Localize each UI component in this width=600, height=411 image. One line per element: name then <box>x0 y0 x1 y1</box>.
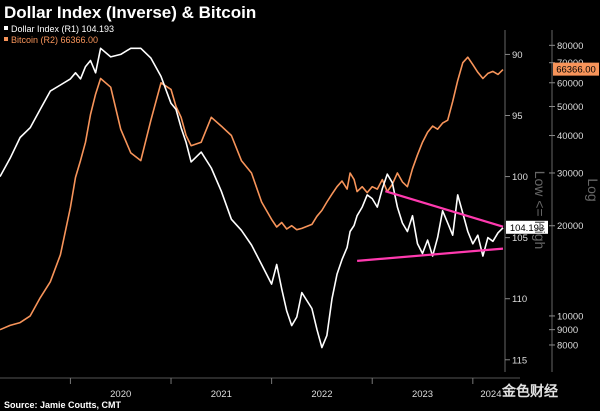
last-value-badges: 104.193 66366.00 <box>506 62 599 234</box>
right-axis-1-tick-label: 90 <box>512 50 523 61</box>
watermark: 金色财经 <box>501 383 558 399</box>
series-dollar-index <box>0 47 504 349</box>
trend-layer <box>357 190 504 262</box>
source-note: Source: Jamie Coutts, CMT <box>4 400 122 410</box>
chart-title: Dollar Index (Inverse) & Bitcoin <box>4 3 256 22</box>
trend-line-upper <box>384 190 504 228</box>
right-axis-1-tick-label: 110 <box>512 294 527 305</box>
dxy-last-value-text: 104.193 <box>510 223 544 234</box>
x-tick-label: 2022 <box>311 389 332 400</box>
right-axis-2-tick-label: 8000 <box>557 340 578 351</box>
dxy-last-value-badge <box>506 220 548 234</box>
series-layer <box>0 47 504 349</box>
x-tick-label: 2021 <box>211 389 232 400</box>
right-axis-1-tick-label: 115 <box>512 355 527 366</box>
x-tick-label: 2024 <box>480 389 501 400</box>
right-axis-2-tick-label: 80000 <box>557 41 583 52</box>
right-axis-1-tick-label: 95 <box>512 111 523 122</box>
right-axis-1-label: Low <= High <box>532 171 548 250</box>
right-axis-1-tick-label: 105 <box>512 233 528 244</box>
x-tick-label: 2023 <box>412 389 433 400</box>
trend-line-lower <box>357 247 504 262</box>
right-axis-2-label: Log <box>585 178 600 201</box>
right-axis-2-tick-label: 60000 <box>557 78 583 89</box>
x-tick-label: 2020 <box>110 389 131 400</box>
right-axis-2-tick-label: 9000 <box>557 325 578 336</box>
right-axis-2-tick-label: 30000 <box>557 168 583 179</box>
series-bitcoin <box>0 56 504 331</box>
right-axis-1-tick-label: 100 <box>512 172 528 183</box>
legend-entry: Dollar Index (R1) 104.193 <box>11 24 114 34</box>
right-axis-2-tick-label: 10000 <box>557 311 583 322</box>
legend-entry: Bitcoin (R2) 66366.00 <box>11 35 98 45</box>
legend-swatch <box>4 37 8 41</box>
legend-swatch <box>4 26 8 30</box>
right-axis-2-tick-label: 50000 <box>557 102 583 113</box>
right-axis-2-tick-label: 20000 <box>557 221 583 232</box>
btc-last-value-badge <box>553 62 599 76</box>
right-axis-2-tick-label: 40000 <box>557 131 583 142</box>
btc-last-value-text: 66366.00 <box>556 65 596 76</box>
